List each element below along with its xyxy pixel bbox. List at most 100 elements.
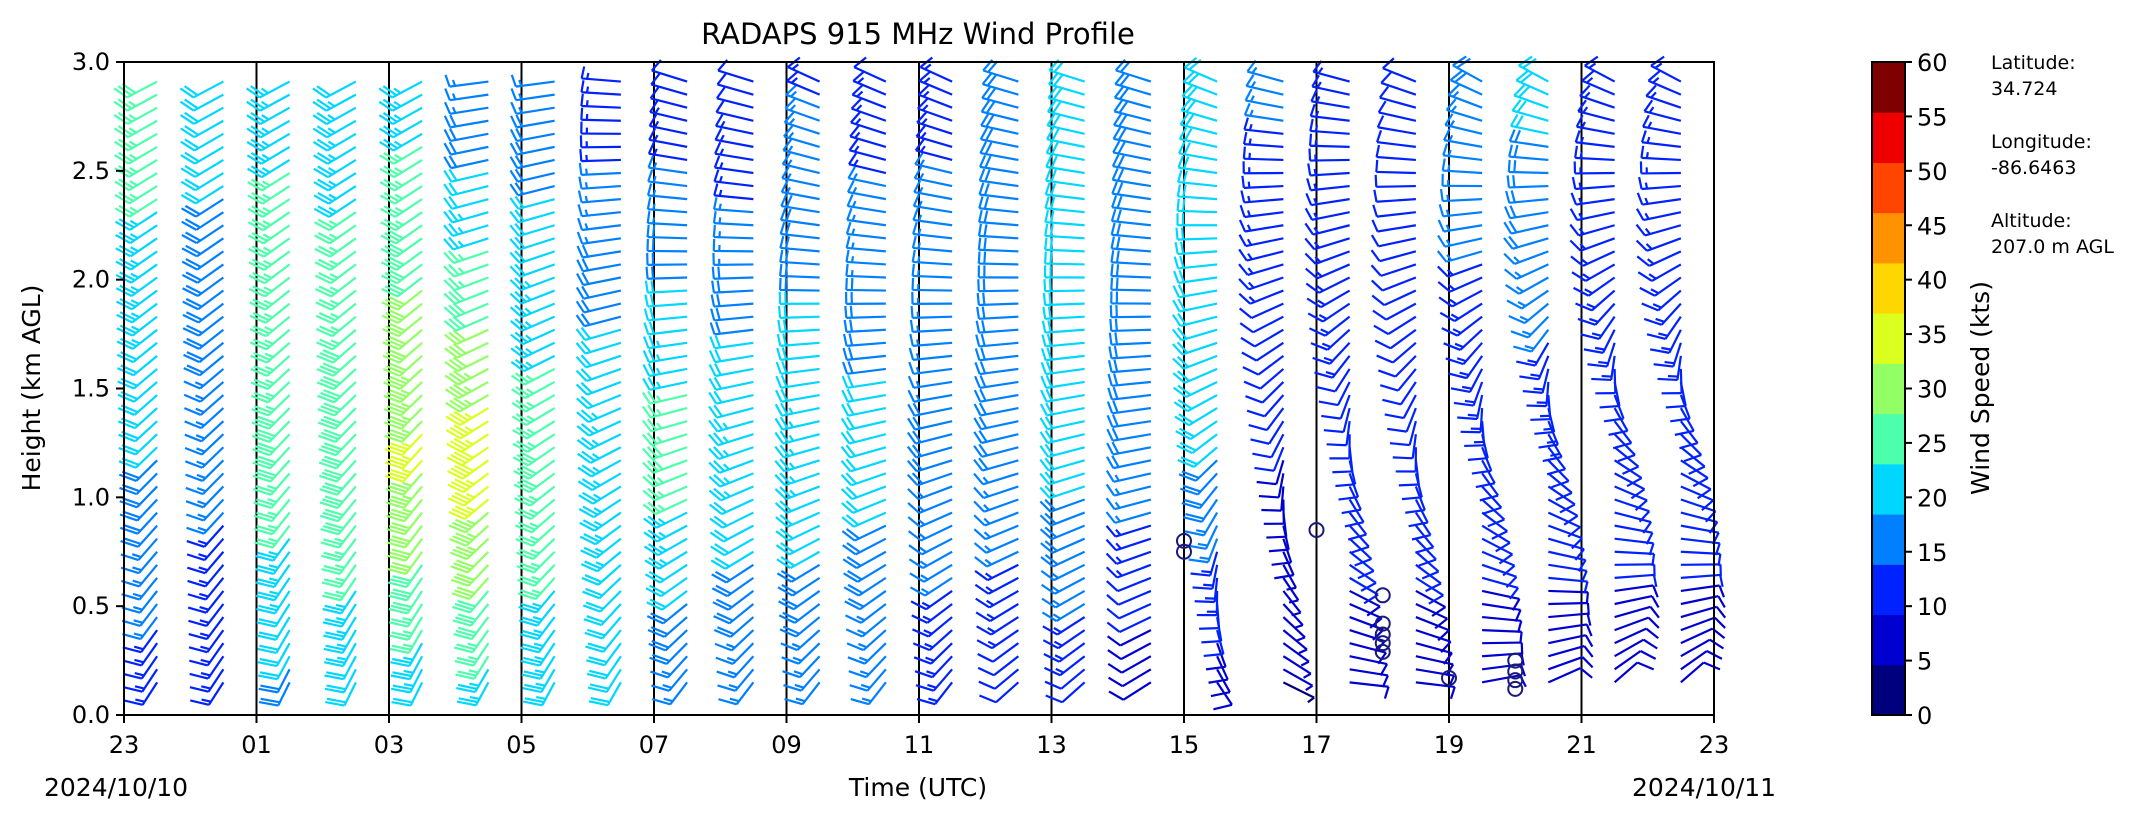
wind-barb [181,134,224,151]
barb-feather [1111,264,1112,276]
barb-half-feather [1651,289,1659,293]
wind-barb [1173,314,1217,326]
barb-feather [1651,607,1659,618]
barb-feather [1571,209,1578,220]
wind-barb [587,656,621,678]
colorbar-segment [1872,363,1905,414]
wind-barb [1239,277,1283,289]
barb-shaft [984,486,1019,498]
wind-barb [845,591,886,609]
barb-half-feather [197,488,206,491]
barb-half-feather [790,463,795,468]
wind-barb [1247,61,1283,82]
barb-feather [1107,498,1115,509]
wind-barb [115,160,157,177]
barb-half-feather [862,699,871,702]
barb-feather [979,224,981,236]
wind-barb [1504,236,1548,248]
barb-feather [1516,116,1523,127]
barb-feather [1588,603,1589,615]
barb-feather [848,181,854,192]
barb-shaft [986,539,1018,553]
barb-feather [1176,228,1177,240]
barb-feather [1710,640,1724,649]
barb-shaft [920,513,952,527]
barb-feather [511,116,516,128]
wind-barb [710,350,753,362]
barb-half-feather [329,195,336,199]
barb-feather [979,682,995,689]
wind-barb [1242,343,1284,361]
barb-half-feather [403,658,412,660]
barb-half-feather [266,380,274,383]
barb-feather [1118,169,1123,181]
barb-half-feather [586,182,587,188]
wind-barb [974,500,1018,512]
wind-barb [1107,456,1151,468]
wind-barb [1305,251,1349,263]
wind-barb [446,395,489,412]
barb-shaft [982,460,1018,470]
barb-half-feather [1457,358,1466,361]
wind-barb [1638,264,1681,281]
barb-feather [647,267,648,279]
barb-feather [1587,624,1592,636]
wind-barb [578,460,621,476]
barb-half-feather [198,541,207,544]
barb-feather [511,102,516,114]
wind-barb [247,82,290,98]
wind-barb [777,552,820,568]
barb-feather [1584,646,1592,657]
barb-half-feather [1116,516,1120,521]
barb-half-feather [1318,82,1321,88]
wind-barb [247,95,290,111]
barb-half-feather [1653,304,1661,307]
barb-half-feather [134,647,143,649]
barb-half-feather [1602,376,1612,377]
barb-half-feather [200,607,209,610]
barb-half-feather [1460,373,1469,375]
barb-half-feather [728,672,737,675]
barb-feather [582,67,585,79]
wind-barb [1615,596,1659,607]
wind-barb [1438,235,1482,246]
barb-feather [1239,264,1248,275]
barb-feather [1109,678,1123,687]
barb-feather [648,197,650,209]
barb-half-feather [262,142,269,146]
barb-feather [1523,391,1543,393]
wind-barb [1043,617,1085,635]
barb-half-feather [328,115,335,119]
wind-barb [115,186,157,203]
wind-barb [1666,382,1686,407]
barb-half-feather [329,221,336,225]
barb-feather [981,362,985,374]
wind-barb [314,186,356,204]
wind-barb [908,500,952,513]
barb-shaft [1647,238,1681,250]
barb-feather [1515,130,1520,142]
barb-shaft [1615,607,1651,617]
wind-barb [511,156,555,168]
barb-feather [1378,116,1383,128]
wind-barb [381,199,423,217]
barb-shaft [454,251,489,263]
barb-half-feather [1645,198,1647,204]
barb-shaft [1249,277,1284,289]
barb-half-feather [985,560,991,565]
barb-half-feather [926,671,935,674]
wind-barb [1548,635,1592,646]
barb-feather [1666,406,1686,407]
barb-feather [444,143,450,154]
wind-barb [182,225,223,243]
barb-half-feather [1462,387,1472,389]
wind-barb [247,134,289,151]
barb-feather [1321,416,1340,419]
longitude-value: -86.6463 [1991,157,2076,179]
wind-barb [445,115,489,127]
wind-barb [709,486,753,500]
wind-barb [908,417,952,429]
barb-half-feather [593,481,600,485]
barb-feather [1110,319,1111,331]
barb-feather [511,129,517,140]
